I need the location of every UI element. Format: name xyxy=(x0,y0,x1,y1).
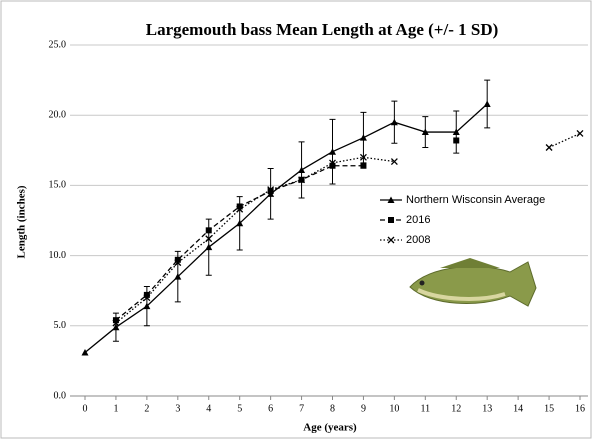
marker xyxy=(112,317,119,324)
x-tick-label: 6 xyxy=(268,403,273,414)
marker xyxy=(298,166,306,173)
legend-label: 2016 xyxy=(406,214,430,226)
fish-eye xyxy=(419,280,425,286)
marker xyxy=(421,128,429,136)
marker xyxy=(387,236,395,244)
marker xyxy=(298,176,306,184)
marker xyxy=(390,158,398,165)
marker xyxy=(387,196,395,203)
marker xyxy=(205,243,213,251)
marker xyxy=(236,205,244,213)
y-tick-label: 5.0 xyxy=(54,320,67,331)
marker xyxy=(174,256,181,263)
marker xyxy=(388,217,394,223)
marker xyxy=(545,144,553,151)
x-tick-label: 1 xyxy=(113,403,118,414)
fish-fin xyxy=(440,258,500,268)
x-tick-label: 13 xyxy=(482,403,492,414)
marker xyxy=(205,235,213,243)
y-tick-label: 25.0 xyxy=(49,39,67,50)
x-tick-label: 12 xyxy=(451,403,461,414)
x-tick-label: 8 xyxy=(330,403,335,414)
x-tick-label: 7 xyxy=(299,403,304,414)
x-tick-label: 2 xyxy=(144,403,149,414)
x-tick-label: 15 xyxy=(544,403,554,414)
y-tick-label: 10.0 xyxy=(49,250,67,261)
x-tick-label: 3 xyxy=(175,403,180,414)
marker xyxy=(452,128,460,136)
marker xyxy=(360,162,367,169)
marker xyxy=(267,186,275,194)
marker xyxy=(174,259,182,267)
x-tick-label: 16 xyxy=(575,403,585,414)
series-line xyxy=(115,132,581,324)
marker xyxy=(81,348,89,356)
x-tick-label: 5 xyxy=(237,403,242,414)
series-line xyxy=(84,103,488,353)
fish xyxy=(409,258,537,307)
marker xyxy=(359,134,367,141)
x-axis-title: Age (years) xyxy=(303,422,357,434)
marker xyxy=(483,100,491,107)
y-tick-label: 20.0 xyxy=(49,109,67,120)
x-tick-label: 4 xyxy=(206,403,211,414)
marker xyxy=(143,291,150,298)
marker xyxy=(453,137,460,144)
marker xyxy=(329,159,336,167)
marker xyxy=(267,188,274,195)
legend-label: 2008 xyxy=(406,234,430,246)
marker xyxy=(112,323,120,331)
marker xyxy=(236,219,244,227)
legend: Northern Wisconsin Average 2016 2008 xyxy=(380,194,545,246)
fish-belly xyxy=(417,288,506,301)
marker xyxy=(390,118,398,126)
marker xyxy=(329,162,336,169)
y-axis-title: Length (inches) xyxy=(16,185,28,258)
x-tick-label: 14 xyxy=(513,403,523,414)
chart-title: Largemouth bass Mean Length at Age (+/- … xyxy=(146,20,499,39)
marker xyxy=(329,148,336,155)
x-tick-label: 10 xyxy=(389,403,399,414)
marker xyxy=(112,319,120,327)
marker xyxy=(174,273,182,280)
x-tick-label: 0 xyxy=(83,403,88,414)
y-tick-label: 0.0 xyxy=(54,390,67,401)
marker xyxy=(236,203,243,210)
marker xyxy=(359,153,367,161)
y-tick-label: 15.0 xyxy=(49,180,67,191)
marker xyxy=(205,227,212,234)
marker xyxy=(143,302,151,310)
x-tick-label: 9 xyxy=(361,403,366,414)
x-tick-label: 11 xyxy=(420,403,430,414)
legend-label: Northern Wisconsin Average xyxy=(406,194,545,206)
marker xyxy=(576,129,584,137)
marker xyxy=(143,294,151,302)
